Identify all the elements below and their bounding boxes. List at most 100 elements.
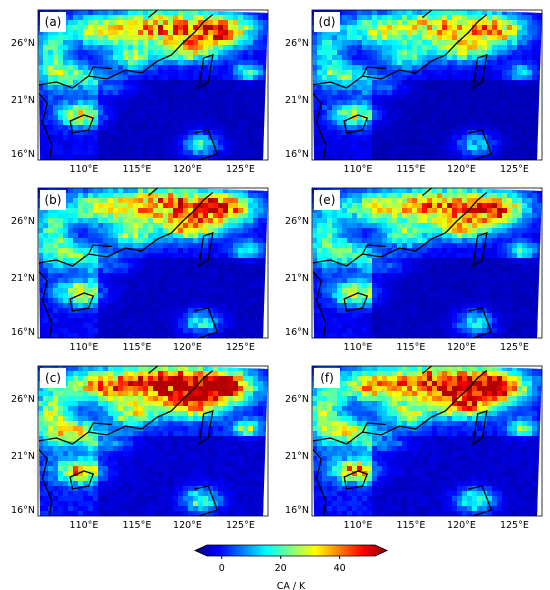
coastline bbox=[468, 129, 493, 160]
lat-tick-label: 21°N bbox=[285, 273, 309, 284]
coastline bbox=[472, 410, 488, 446]
coastline bbox=[362, 244, 386, 255]
coastline bbox=[312, 13, 488, 89]
lon-tick-label: 110°E bbox=[70, 520, 99, 531]
map-panel-e: 26°N 21°N 16°N 110°E 115°E 120°E 125°E (e) bbox=[285, 187, 543, 353]
lat-tick-label: 21°N bbox=[11, 95, 35, 106]
lat-tick-label: 21°N bbox=[11, 451, 35, 462]
coastline bbox=[194, 129, 219, 160]
lat-tick-label: 26°N bbox=[285, 38, 309, 49]
lat-tick-label: 16°N bbox=[285, 505, 309, 516]
lon-tick-label: 120°E bbox=[447, 164, 476, 175]
coastline bbox=[312, 92, 327, 160]
panel-label: (f) bbox=[320, 371, 334, 385]
lon-tick-label: 120°E bbox=[447, 342, 476, 353]
colorbar-label: CA / K bbox=[277, 581, 306, 590]
lon-tick-label: 110°E bbox=[344, 342, 373, 353]
lon-tick-label: 120°E bbox=[447, 520, 476, 531]
coastline bbox=[312, 191, 488, 267]
coastline bbox=[312, 270, 327, 338]
lat-tick-label: 21°N bbox=[285, 451, 309, 462]
panel-label-box bbox=[40, 368, 66, 388]
panel-label-box bbox=[314, 190, 340, 210]
lat-tick-label: 16°N bbox=[285, 327, 309, 338]
lat-tick-label: 26°N bbox=[11, 38, 35, 49]
coastline bbox=[38, 448, 53, 516]
lon-tick-label: 125°E bbox=[226, 520, 255, 531]
lat-tick-label: 21°N bbox=[285, 95, 309, 106]
panel-label-box bbox=[40, 12, 66, 32]
coastline bbox=[343, 114, 369, 134]
coastline bbox=[147, 9, 159, 19]
coastline bbox=[69, 292, 95, 312]
coastline bbox=[147, 187, 159, 197]
coastline bbox=[362, 66, 386, 77]
lat-tick-label: 16°N bbox=[11, 149, 35, 160]
coastline bbox=[38, 191, 214, 267]
lon-tick-label: 115°E bbox=[396, 164, 425, 175]
coastline bbox=[38, 92, 53, 160]
lat-tick-label: 26°N bbox=[285, 394, 309, 405]
panel-label: (d) bbox=[319, 15, 336, 29]
lon-tick-label: 120°E bbox=[173, 342, 202, 353]
colorbar-tick-label: 0 bbox=[219, 563, 225, 574]
map-panel-d: 26°N 21°N 16°N 110°E 115°E 120°E 125°E (d) bbox=[285, 9, 543, 175]
map-frame bbox=[311, 365, 543, 517]
lat-tick-label: 26°N bbox=[11, 394, 35, 405]
lon-tick-label: 110°E bbox=[70, 342, 99, 353]
coastline bbox=[69, 470, 95, 490]
ca-field bbox=[312, 365, 542, 516]
coastline bbox=[343, 470, 369, 490]
coastline bbox=[194, 307, 219, 338]
lon-tick-label: 120°E bbox=[173, 164, 202, 175]
coastline bbox=[421, 365, 433, 375]
lon-tick-label: 115°E bbox=[396, 520, 425, 531]
lon-tick-label: 125°E bbox=[500, 342, 529, 353]
panel-label-box bbox=[314, 368, 340, 388]
lon-tick-label: 115°E bbox=[122, 164, 151, 175]
coastline bbox=[468, 307, 493, 338]
coastline bbox=[38, 270, 53, 338]
ca-field bbox=[312, 187, 542, 338]
lon-tick-label: 120°E bbox=[173, 520, 202, 531]
lat-tick-label: 16°N bbox=[285, 149, 309, 160]
lon-tick-label: 115°E bbox=[122, 520, 151, 531]
ca-field bbox=[38, 187, 268, 338]
panel-label-box bbox=[314, 12, 340, 32]
coastline bbox=[88, 422, 112, 433]
map-frame bbox=[37, 365, 269, 517]
ca-field bbox=[38, 365, 268, 516]
coastline bbox=[38, 13, 214, 89]
lon-tick-label: 125°E bbox=[500, 164, 529, 175]
map-panel-b: 26°N 21°N 16°N 110°E 115°E 120°E 125°E (b) bbox=[11, 187, 269, 353]
coastline bbox=[421, 187, 433, 197]
lon-tick-label: 125°E bbox=[226, 342, 255, 353]
coastline bbox=[472, 54, 488, 90]
lon-tick-label: 110°E bbox=[344, 164, 373, 175]
coastline bbox=[312, 448, 327, 516]
lat-tick-label: 21°N bbox=[11, 273, 35, 284]
coastline bbox=[198, 232, 214, 268]
map-frame bbox=[311, 187, 543, 339]
coastline bbox=[343, 292, 369, 312]
map-frame bbox=[311, 9, 543, 161]
coastline bbox=[198, 54, 214, 90]
lat-tick-label: 16°N bbox=[11, 327, 35, 338]
coastline bbox=[38, 369, 214, 445]
coastline bbox=[198, 410, 214, 446]
map-panel-f: 26°N 21°N 16°N 110°E 115°E 120°E 125°E (f) bbox=[285, 365, 543, 531]
colorbar-tick-label: 20 bbox=[275, 563, 287, 574]
ca-field bbox=[312, 9, 542, 160]
lon-tick-label: 110°E bbox=[70, 164, 99, 175]
lon-tick-label: 110°E bbox=[344, 520, 373, 531]
colorbar-scale bbox=[194, 544, 388, 557]
colorbar-tick-label: 40 bbox=[334, 563, 346, 574]
lat-tick-label: 16°N bbox=[11, 505, 35, 516]
lon-tick-label: 125°E bbox=[500, 520, 529, 531]
lon-tick-label: 115°E bbox=[396, 342, 425, 353]
map-panel-c: 26°N 21°N 16°N 110°E 115°E 120°E 125°E (c) bbox=[11, 365, 269, 531]
coastline bbox=[69, 114, 95, 134]
map-panel-a: 26°N 21°N 16°N 110°E 115°E 120°E 125°E (a) bbox=[11, 9, 269, 175]
coastline bbox=[147, 365, 159, 375]
coastline bbox=[312, 369, 488, 445]
